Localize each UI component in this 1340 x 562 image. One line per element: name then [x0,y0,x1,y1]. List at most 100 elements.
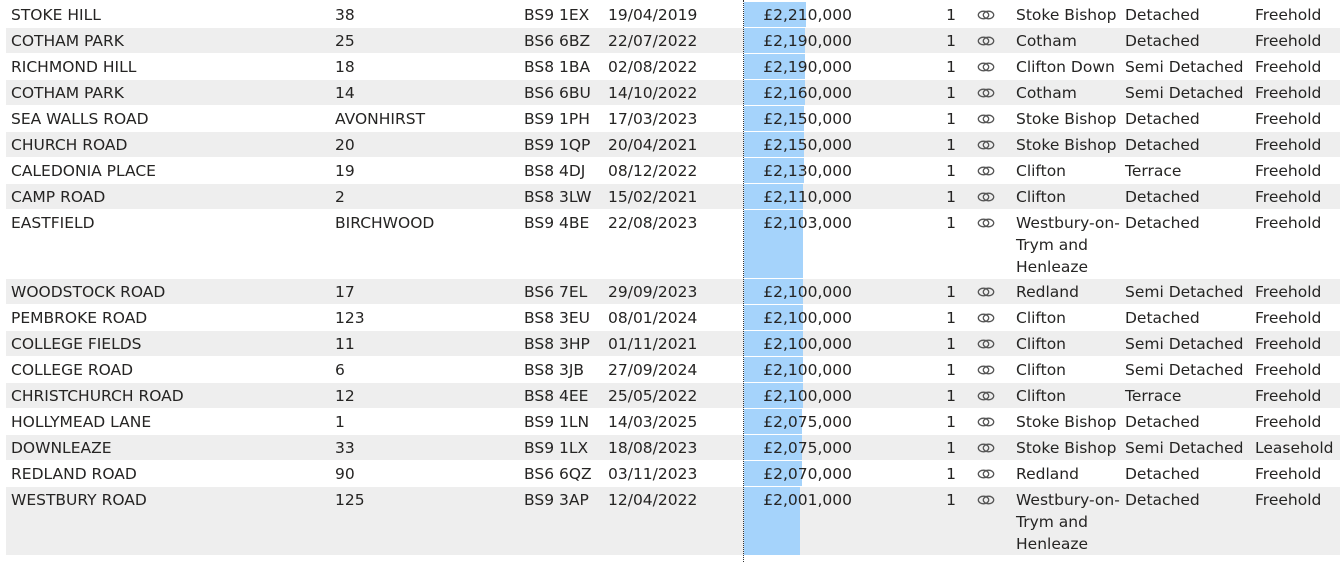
link-icon[interactable] [977,214,997,230]
street-cell: REDLAND ROAD [11,465,137,483]
link-icon[interactable] [977,361,997,377]
table-row[interactable]: COLLEGE FIELDS 11 BS8 3HP 01/11/2021 £2,100,… [6,331,1340,357]
sale-date-cell: 19/04/2019 [608,6,698,24]
area-cell: Stoke Bishop [1016,6,1117,24]
price-data-bar [744,305,803,330]
street-cell: CALEDONIA PLACE [11,162,156,180]
link-icon[interactable] [977,309,997,325]
area-cell: Stoke Bishop [1016,413,1117,431]
count-cell: 1 [946,214,956,232]
table-row[interactable]: CALEDONIA PLACE 19 BS8 4DJ 08/12/2022 £2,130… [6,158,1340,184]
table-row[interactable]: WESTBURY ROAD 125 BS9 3AP 12/04/2022 £2,001,… [6,487,1340,556]
link-icon[interactable] [977,162,997,178]
property-type-cell: Semi Detached [1125,84,1244,102]
table-row[interactable]: DOWNLEAZE 33 BS9 1LX 18/08/2023 £2,075,000 1 S… [6,435,1340,461]
area-cell: Redland [1016,283,1079,301]
sale-date-cell: 14/10/2022 [608,84,698,102]
count-cell: 1 [946,32,956,50]
tenure-cell: Freehold [1255,136,1322,154]
property-type-cell: Semi Detached [1125,439,1244,457]
property-type-cell: Detached [1125,214,1200,232]
price-data-bar [744,54,805,79]
street-cell: SEA WALLS ROAD [11,110,149,128]
link-icon[interactable] [977,6,997,22]
link-icon[interactable] [977,136,997,152]
sale-date-cell: 20/04/2021 [608,136,698,154]
property-type-cell: Detached [1125,32,1200,50]
price-data-bar [744,461,802,486]
street-cell: COTHAM PARK [11,32,124,50]
link-icon[interactable] [977,439,997,455]
link-icon[interactable] [977,413,997,429]
property-type-cell: Semi Detached [1125,58,1244,76]
property-type-cell: Terrace [1125,387,1182,405]
link-icon[interactable] [977,58,997,74]
tenure-cell: Freehold [1255,283,1322,301]
table-row[interactable]: COTHAM PARK 25 BS6 6BZ 22/07/2022 £2,190,000… [6,28,1340,54]
table-row[interactable]: RICHMOND HILL 18 BS8 1BA 02/08/2022 £2,190,0… [6,54,1340,80]
house-number-cell: 38 [335,6,355,24]
link-icon[interactable] [977,110,997,126]
price-data-bar [744,435,802,460]
link-icon[interactable] [977,188,997,204]
price-data-bar [744,106,804,131]
price-cell: £2,110,000 [763,188,852,206]
tenure-cell: Freehold [1255,214,1322,232]
house-number-cell: 123 [335,309,365,327]
link-icon[interactable] [977,32,997,48]
sale-date-cell: 22/08/2023 [608,214,698,232]
table-row[interactable]: PEMBROKE ROAD 123 BS8 3EU 08/01/2024 £2,100,… [6,305,1340,331]
tenure-cell: Freehold [1255,84,1322,102]
table-row[interactable]: HOLLYMEAD LANE 1 BS9 1LN 14/03/2025 £2,075,0… [6,409,1340,435]
table-row[interactable]: SEA WALLS ROAD AVONHIRST BS9 1PH 17/03/2023… [6,106,1340,132]
count-cell: 1 [946,361,956,379]
area-cell: Redland [1016,465,1079,483]
postcode-cell: BS9 4BE [524,214,590,232]
house-number-cell: AVONHIRST [335,110,426,128]
postcode-cell: BS8 4DJ [524,162,586,180]
link-icon[interactable] [977,387,997,403]
link-icon[interactable] [977,283,997,299]
sale-date-cell: 02/08/2022 [608,58,698,76]
house-number-cell: 25 [335,32,355,50]
count-cell: 1 [946,6,956,24]
price-cell: £2,070,000 [763,465,852,483]
area-cell: Westbury-on-Trym and Henleaze [1016,491,1120,553]
price-data-bar [744,331,803,356]
house-number-cell: 33 [335,439,355,457]
count-cell: 1 [946,58,956,76]
tenure-cell: Freehold [1255,188,1322,206]
table-row[interactable]: EASTFIELD BIRCHWOOD BS9 4BE 22/08/2023 £2,10… [6,210,1340,279]
link-icon[interactable] [977,84,997,100]
area-cell: Stoke Bishop [1016,110,1117,128]
table-row[interactable]: COTHAM PARK 14 BS6 6BU 14/10/2022 £2,160,000… [6,80,1340,106]
tenure-cell: Freehold [1255,465,1322,483]
count-cell: 1 [946,439,956,457]
link-icon[interactable] [977,465,997,481]
sale-date-cell: 18/08/2023 [608,439,698,457]
house-number-cell: 14 [335,84,355,102]
price-data-bar [744,28,805,53]
street-cell: COLLEGE FIELDS [11,335,142,353]
area-cell: Clifton [1016,188,1067,206]
price-cell: £2,103,000 [763,214,852,232]
table-row[interactable]: REDLAND ROAD 90 BS6 6QZ 03/11/2023 £2,070,00… [6,461,1340,487]
table-row[interactable]: STOKE HILL 38 BS9 1EX 19/04/2019 £2,210,000 1… [6,2,1340,28]
street-cell: RICHMOND HILL [11,58,137,76]
table-row[interactable]: WOODSTOCK ROAD 17 BS6 7EL 29/09/2023 £2,100,… [6,279,1340,305]
sale-date-cell: 29/09/2023 [608,283,698,301]
table-row[interactable]: COLLEGE ROAD 6 BS8 3JB 27/09/2024 £2,100,000… [6,357,1340,383]
link-icon[interactable] [977,335,997,351]
sale-date-cell: 17/03/2023 [608,110,698,128]
postcode-cell: BS6 6BZ [524,32,591,50]
table-row[interactable]: CHRISTCHURCH ROAD 12 BS8 4EE 25/05/2022 £2,1… [6,383,1340,409]
price-data-bar [744,383,803,408]
price-cell: £2,100,000 [763,283,852,301]
table-row[interactable]: CAMP ROAD 2 BS8 3LW 15/02/2021 £2,110,000 1 Cl… [6,184,1340,210]
price-data-bar [744,158,804,183]
count-cell: 1 [946,413,956,431]
table-row[interactable]: CHURCH ROAD 20 BS9 1QP 20/04/2021 £2,150,000… [6,132,1340,158]
link-icon[interactable] [977,491,997,507]
price-cell: £2,100,000 [763,387,852,405]
price-cell: £2,130,000 [763,162,852,180]
